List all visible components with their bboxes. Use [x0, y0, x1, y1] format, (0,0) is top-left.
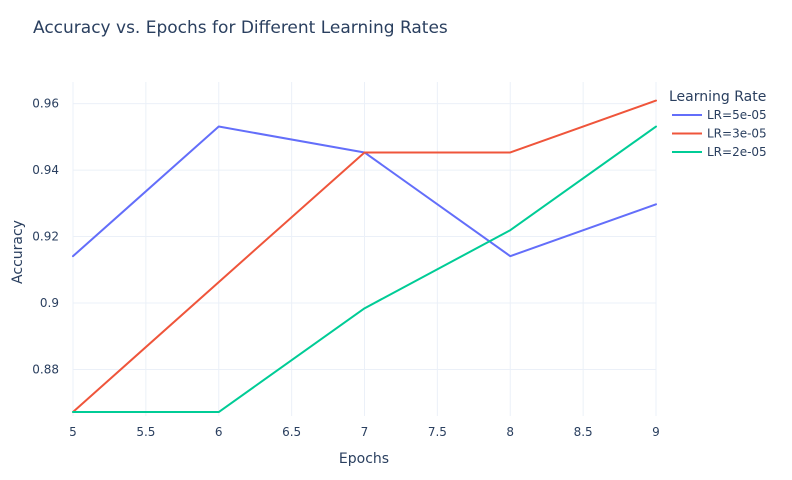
x-tick-label: 7: [361, 425, 369, 439]
legend: Learning Rate LR=5e-05 LR=3e-05 LR=2e-05: [669, 89, 767, 159]
legend-label: LR=5e-05: [707, 108, 767, 122]
series-layer: [72, 99, 657, 414]
tick-layer: 5 5.5 6 6.5 7 7.5 8 8.5 9 0.88 0.9 0.92 0.94 0.96: [32, 97, 660, 439]
x-tick-label: 7.5: [428, 425, 447, 439]
y-tick-label: 0.94: [32, 163, 59, 177]
x-tick-label: 8.5: [574, 425, 593, 439]
legend-title: Learning Rate: [669, 89, 766, 105]
legend-label: LR=3e-05: [707, 127, 767, 141]
y-tick-label: 0.9: [40, 296, 59, 310]
x-tick-label: 5.5: [136, 425, 155, 439]
x-axis-title: Epochs: [339, 451, 389, 467]
legend-label: LR=2e-05: [707, 145, 767, 159]
x-tick-label: 5: [69, 425, 77, 439]
y-tick-label: 0.96: [32, 97, 59, 111]
x-tick-label: 6: [215, 425, 223, 439]
grid-layer: [72, 82, 657, 416]
y-tick-label: 0.88: [32, 362, 59, 376]
series-line-LR=3e-05: [72, 99, 657, 414]
series-line-LR=2e-05: [72, 125, 657, 414]
x-tick-label: 9: [652, 425, 660, 439]
x-tick-label: 6.5: [282, 425, 301, 439]
y-axis-title: Accuracy: [10, 220, 26, 284]
y-tick-label: 0.92: [32, 230, 59, 244]
x-tick-label: 8: [506, 425, 514, 439]
chart-title: Accuracy vs. Epochs for Different Learni…: [33, 18, 448, 38]
